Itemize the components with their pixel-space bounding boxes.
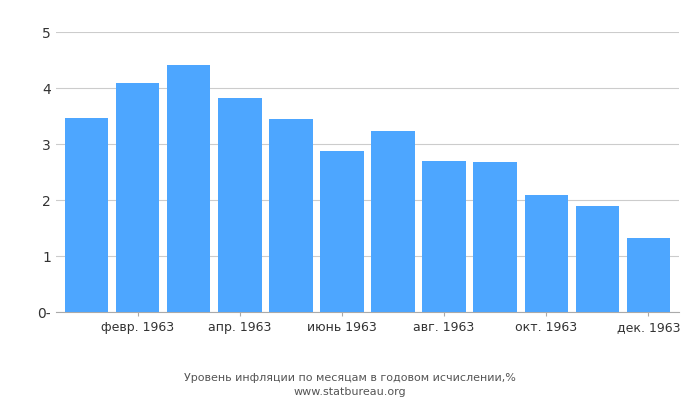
Bar: [371, 130, 414, 312]
Bar: [270, 119, 313, 312]
Bar: [218, 98, 262, 312]
Text: Уровень инфляции по месяцам в годовом исчислении,%: Уровень инфляции по месяцам в годовом ис…: [184, 373, 516, 383]
Bar: [626, 238, 670, 312]
Text: www.statbureau.org: www.statbureau.org: [294, 387, 406, 397]
Bar: [473, 162, 517, 312]
Bar: [116, 83, 160, 312]
Legend: Греция, 1963: Греция, 1963: [298, 397, 438, 400]
Bar: [65, 118, 108, 312]
Bar: [422, 161, 466, 312]
Bar: [321, 151, 364, 312]
Bar: [524, 195, 568, 312]
Bar: [575, 206, 619, 312]
Bar: [167, 65, 211, 312]
